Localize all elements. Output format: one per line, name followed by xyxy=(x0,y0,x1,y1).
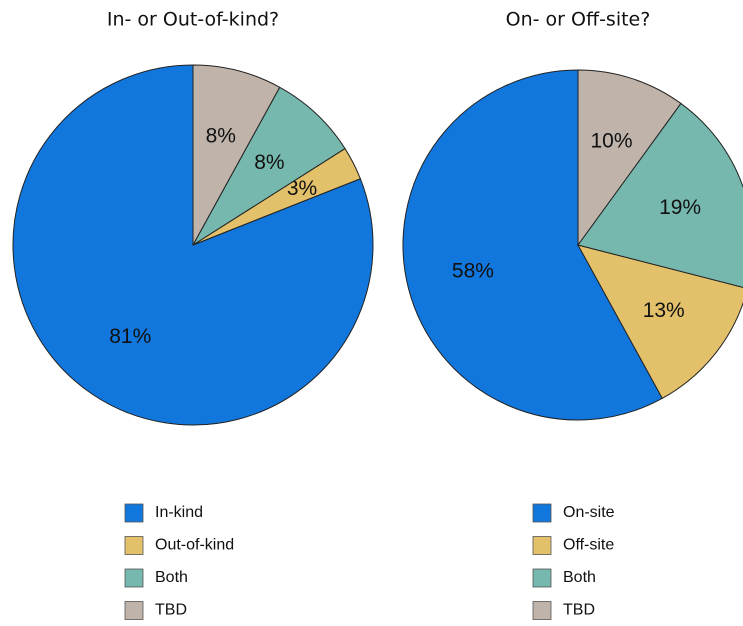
value-label: 8% xyxy=(254,151,284,174)
legend-label: In-kind xyxy=(155,504,203,521)
value-label: 3% xyxy=(287,177,317,200)
legend-label: On-site xyxy=(563,504,615,521)
legend-label: Out-of-kind xyxy=(155,537,234,554)
pie-slice xyxy=(577,244,743,400)
legend-swatch xyxy=(124,601,144,620)
pie-slice xyxy=(577,69,682,247)
pie-slice xyxy=(12,64,374,426)
legend-swatch xyxy=(532,503,552,523)
legend-swatch xyxy=(124,536,144,555)
legend-swatch xyxy=(532,601,552,620)
legend-swatch xyxy=(124,503,144,523)
legend-label: Both xyxy=(563,569,596,586)
value-label: 58% xyxy=(452,260,494,283)
chart-title: On- or Off-site? xyxy=(506,9,651,31)
legend-label: Both xyxy=(155,569,188,586)
value-label: 81% xyxy=(109,325,151,348)
value-label: 19% xyxy=(659,196,701,219)
value-label: 13% xyxy=(643,299,685,322)
pie-slice xyxy=(192,86,346,246)
chart-title: In- or Out-of-kind? xyxy=(107,9,279,31)
legend-label: TBD xyxy=(155,602,187,619)
value-label: 10% xyxy=(591,129,633,152)
legend-label: TBD xyxy=(563,602,595,619)
pie-slice xyxy=(402,69,663,421)
legend-swatch xyxy=(124,568,144,588)
legend-label: Off-site xyxy=(563,537,614,554)
value-label: 8% xyxy=(206,124,236,147)
pie-slice xyxy=(192,64,281,246)
legend-swatch xyxy=(532,568,552,588)
legend-swatch xyxy=(532,536,552,555)
